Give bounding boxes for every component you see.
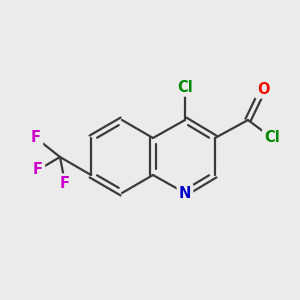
- Text: N: N: [179, 185, 191, 200]
- Text: O: O: [257, 82, 269, 97]
- Text: F: F: [60, 176, 70, 190]
- Text: F: F: [31, 130, 41, 146]
- Text: Cl: Cl: [264, 130, 280, 146]
- Text: F: F: [33, 163, 43, 178]
- Text: Cl: Cl: [177, 80, 193, 94]
